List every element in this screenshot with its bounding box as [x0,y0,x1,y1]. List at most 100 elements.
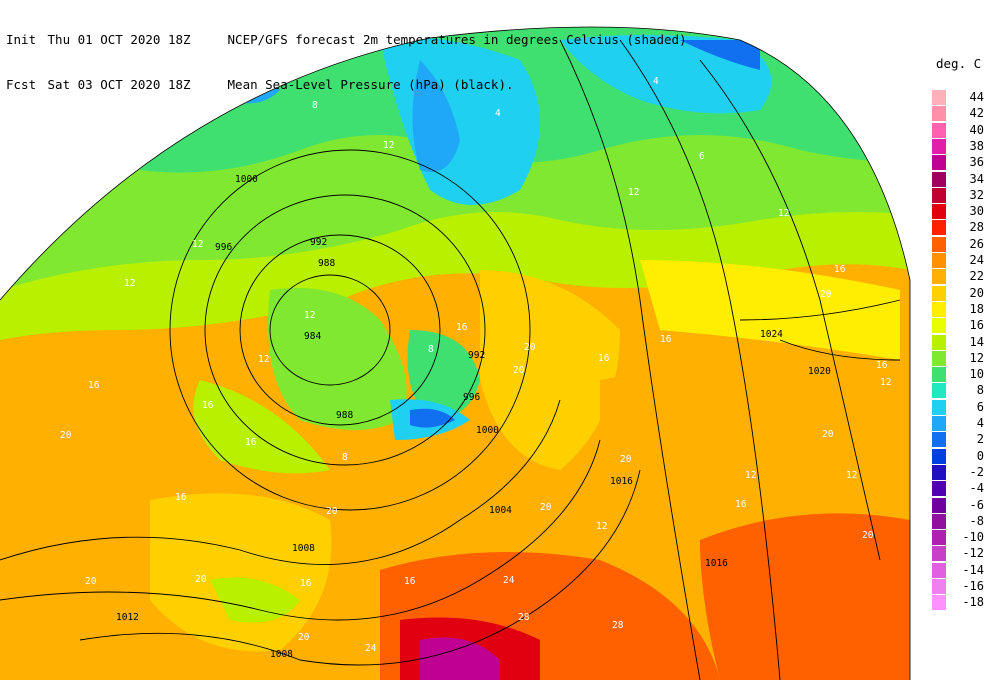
legend-label: -10 [962,530,984,545]
svg-text:20: 20 [540,502,552,513]
isobars [0,39,901,680]
legend-swatch [932,285,946,301]
legend-swatch [932,90,946,105]
svg-text:1004: 1004 [489,505,512,516]
legend-label: -14 [962,562,984,577]
legend-swatch [932,171,946,187]
svg-text:12: 12 [778,208,789,219]
svg-text:16: 16 [300,578,312,589]
legend-swatch [932,562,946,578]
svg-text:984: 984 [304,331,321,342]
legend-swatch [932,334,946,350]
svg-text:4: 4 [495,108,501,119]
legend-label: 44 [969,90,984,104]
svg-text:16: 16 [598,353,610,364]
svg-text:12: 12 [304,310,315,321]
map-header: Init Thu 01 OCT 2020 18Z NCEP/GFS forecas… [6,2,687,107]
svg-text:20: 20 [326,506,338,517]
svg-text:12: 12 [880,377,891,388]
legend-swatch [932,546,946,562]
legend-swatch [932,464,946,480]
legend-label: 34 [969,171,984,186]
svg-text:16: 16 [834,264,846,275]
svg-text:16: 16 [175,492,187,503]
legend-label: 22 [969,269,984,284]
svg-text:20: 20 [298,632,310,643]
svg-text:20: 20 [862,530,874,541]
svg-text:1012: 1012 [116,612,139,623]
svg-text:16: 16 [245,437,257,448]
svg-text:992: 992 [310,237,327,248]
legend-swatch [932,448,946,464]
legend-label: 6 [976,399,984,414]
svg-text:1016: 1016 [610,476,633,487]
legend-swatch [932,122,946,138]
legend-label: -2 [969,464,984,479]
svg-text:992: 992 [468,350,485,361]
legend-label: -12 [962,546,984,561]
svg-text:24: 24 [365,643,377,654]
legend-label: -6 [969,497,984,512]
svg-text:20: 20 [513,365,525,376]
svg-text:12: 12 [596,521,607,532]
svg-text:16: 16 [202,400,214,411]
legend-label: 14 [969,334,984,349]
legend-label: -16 [962,579,984,593]
svg-text:20: 20 [822,429,834,440]
legend-label: 20 [969,285,984,300]
svg-text:16: 16 [735,499,747,510]
svg-text:16: 16 [88,380,100,391]
isobar-labels: 1000 996 992 988 984 992 996 988 1000 10… [116,174,831,660]
svg-text:28: 28 [518,612,530,623]
legend-label: 38 [969,138,984,153]
svg-text:1020: 1020 [808,366,831,377]
legend-label: 24 [969,253,984,267]
svg-text:20: 20 [60,430,72,441]
legend-label: 0 [976,448,984,463]
legend-label: 4 [976,416,984,430]
legend-label: 40 [969,122,984,137]
svg-text:20: 20 [524,342,536,353]
svg-text:996: 996 [215,242,232,253]
svg-text:1000: 1000 [235,174,258,185]
legend-swatch [932,432,946,448]
legend-label: 28 [969,220,984,235]
svg-text:20: 20 [620,454,632,465]
temperature-labels: 4 8 4 4 12 12 6 12 12 12 12 16 20 16 16 … [60,67,891,654]
legend-swatch [932,187,946,203]
svg-text:8: 8 [428,344,434,355]
legend-swatch [932,481,946,497]
legend-swatch [932,204,946,220]
legend-swatch [932,269,946,285]
legend-label: 32 [969,187,984,202]
legend-label: 42 [969,106,984,121]
legend-label: 18 [969,301,984,316]
legend-label: 36 [969,155,984,170]
legend-label: 30 [969,204,984,219]
legend-label: 2 [976,432,984,447]
svg-text:16: 16 [660,334,672,345]
legend-swatch [932,138,946,154]
legend-swatch [932,220,946,236]
svg-text:12: 12 [628,187,639,198]
svg-text:6: 6 [699,151,705,162]
svg-text:8: 8 [312,100,318,111]
legend-swatch [932,318,946,334]
legend-swatch [932,416,946,431]
svg-text:1008: 1008 [270,649,293,660]
legend-label: 16 [969,318,984,333]
svg-text:988: 988 [318,258,335,269]
legend-swatch [932,106,946,122]
legend-swatch [932,579,946,594]
legend-label: -8 [969,513,984,528]
legend-label: 8 [976,383,984,398]
svg-text:12: 12 [192,239,203,250]
svg-text:16: 16 [404,576,416,587]
legend-swatch [932,595,946,611]
svg-text:988: 988 [336,410,353,421]
svg-text:1024: 1024 [760,329,783,340]
svg-text:996: 996 [463,392,480,403]
legend-swatch [932,236,946,252]
svg-text:20: 20 [820,289,832,300]
